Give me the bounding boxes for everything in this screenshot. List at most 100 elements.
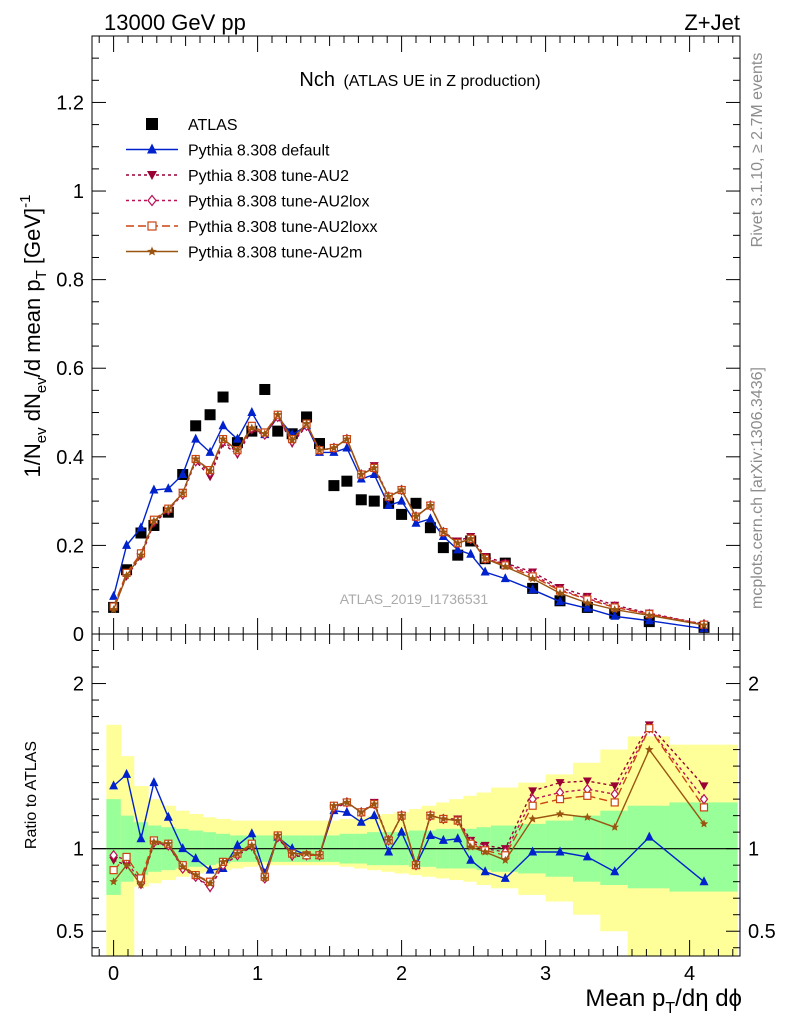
data-point-au2m (397, 811, 406, 820)
data-point-au2m (178, 862, 187, 871)
y-tick-label: 0.5 (56, 921, 84, 943)
data-point-atlas (437, 542, 449, 554)
data-point-au2m (136, 550, 146, 559)
data-point-atlas (355, 494, 367, 506)
data-point-default (528, 584, 538, 594)
data-point-au2m (528, 814, 537, 823)
data-point-atlas (314, 438, 326, 450)
data-point-default (109, 780, 119, 790)
data-point-atlas (217, 391, 229, 403)
legend-item-atlas: ATLAS (146, 117, 238, 134)
data-point-au2m (315, 445, 324, 454)
main-y-axis-label: 1/Nev dNev/d mean pT [GeV]-1 (17, 195, 50, 478)
data-point-au2m (370, 799, 379, 808)
data-point-atlas (328, 480, 340, 492)
data-point-au2m (501, 562, 510, 571)
data-point-au2m (260, 429, 270, 438)
data-point-au2 (528, 787, 538, 796)
data-point-default (369, 810, 379, 820)
legend-label: ATLAS (188, 117, 238, 134)
legend-marker (147, 194, 157, 207)
data-point-default (555, 846, 565, 856)
legend-marker (146, 118, 158, 130)
data-point-au2m (109, 877, 118, 886)
y-tick-label: 0.8 (56, 270, 84, 292)
x-tick-label: 4 (684, 963, 695, 985)
data-point-default (218, 420, 228, 430)
data-point-default (205, 864, 215, 874)
data-point-au2m (699, 620, 709, 629)
data-point-default (356, 816, 366, 826)
data-point-default (205, 446, 215, 456)
data-point-au2m (699, 819, 709, 828)
uncertainty-band-stat (669, 802, 738, 892)
data-point-default (122, 539, 132, 549)
y-tick-label: 0.4 (56, 447, 84, 469)
x-tick-label: 2 (396, 963, 407, 985)
data-point-au2m (287, 849, 297, 858)
data-point-au2m (233, 445, 242, 454)
data-point-atlas (204, 409, 216, 421)
data-point-au2m (342, 434, 352, 443)
data-point-default (232, 433, 242, 443)
data-point-default (500, 573, 510, 583)
data-point-au2m (273, 831, 282, 840)
legend-item-au2lox: Pythia 8.308 tune-AU2lox (126, 194, 369, 211)
legend-label: Pythia 8.308 tune-AU2m (188, 245, 362, 262)
data-point-atlas (259, 383, 271, 395)
y-tick-label: 1 (73, 181, 84, 203)
series-au2m (109, 410, 709, 629)
data-point-au2m (164, 839, 173, 848)
data-point-default (342, 442, 352, 452)
data-point-au2m (583, 812, 592, 821)
data-point-atlas (396, 508, 408, 520)
data-point-au2m (426, 501, 435, 510)
data-point-au2m (384, 835, 393, 845)
data-point-au2m (247, 840, 257, 849)
data-point-atlas (368, 495, 380, 507)
data-point-default (480, 866, 490, 876)
data-point-au2m (109, 605, 118, 614)
plot-title-sub: (ATLAS UE in Z production) (343, 73, 540, 90)
data-point-au2m (411, 860, 421, 869)
data-point-atlas (190, 420, 202, 432)
data-point-default (555, 596, 565, 606)
analysis-watermark: ATLAS_2019_I1736531 (340, 591, 489, 607)
data-point-default (178, 469, 188, 479)
data-point-au2m (329, 801, 339, 810)
legend-marker (147, 143, 157, 154)
header-energy-label: 13000 GeV pp (104, 10, 246, 35)
y-tick-label: 0 (73, 624, 84, 646)
legend-label: Pythia 8.308 default (188, 143, 330, 160)
x-axis-label: Mean pT/dη dϕ (585, 985, 742, 1017)
y-tick-label: 1.2 (56, 92, 84, 114)
data-point-au2m (178, 488, 187, 497)
data-point-default (136, 833, 146, 843)
data-point-default (247, 407, 257, 417)
data-point-au2m (122, 860, 131, 869)
data-point-default (453, 833, 463, 843)
data-point-default (644, 831, 654, 841)
data-point-au2m (555, 809, 565, 818)
data-point-default (438, 834, 448, 844)
data-point-au2loxx (583, 791, 592, 800)
data-point-au2m (411, 512, 421, 521)
data-point-default (610, 610, 620, 620)
header-process-label: Z+Jet (684, 10, 740, 35)
data-point-default (149, 777, 159, 787)
data-point-au2lox (109, 849, 118, 861)
data-point-atlas (301, 411, 313, 423)
data-point-default (342, 806, 352, 816)
data-point-default (644, 615, 654, 625)
data-point-default (397, 495, 407, 505)
data-point-au2m (610, 605, 619, 614)
data-point-au2m (357, 470, 366, 479)
data-point-default (528, 846, 538, 856)
data-point-default (163, 483, 173, 493)
data-point-au2m (205, 466, 215, 475)
y-tick-label: 0.6 (56, 358, 84, 380)
x-tick-label: 1 (252, 963, 263, 985)
main-plot-panel: 0 0.2 0.4 0.6 0.8 1 1.2 Nch (ATLAS UE in Z pro… (56, 35, 741, 646)
data-point-au2m (218, 857, 228, 866)
